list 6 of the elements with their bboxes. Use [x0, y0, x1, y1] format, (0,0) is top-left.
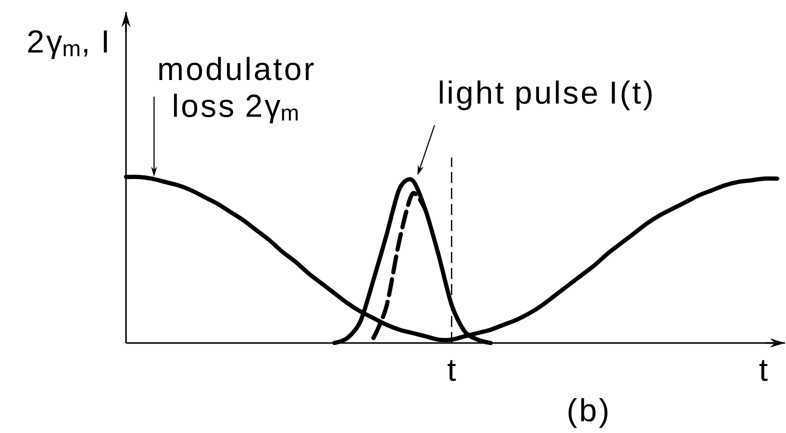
y-axis-title: 2γ$_{m}$, I: [28, 30, 107, 60]
x-axis-title: t: [759, 360, 768, 382]
series-label: modulator loss 2γ$_{m}$: [159, 56, 314, 124]
text: t: [448, 360, 456, 382]
text: light pulse I(t): [440, 80, 652, 110]
text: (b): [568, 398, 608, 428]
